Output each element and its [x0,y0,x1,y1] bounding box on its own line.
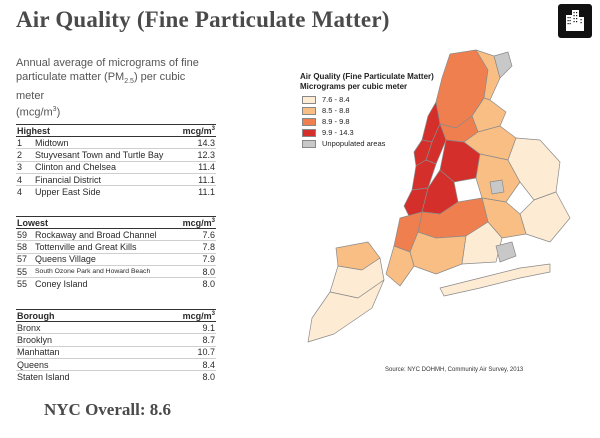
unpopulated-area [489,179,505,195]
legend-title: Air Quality (Fine Particulate Matter) [300,72,434,81]
table-row: 4 Financial District 11.1 [16,174,216,187]
table-row: 1 Midtown 14.3 [16,137,216,150]
legend-subtitle: Micrograms per cubic meter [300,82,408,91]
borough-unit: mcg/m3 [182,311,215,321]
page-title: Air Quality (Fine Particulate Matter) [16,7,390,32]
queens-east [507,137,561,201]
rockaway-region [439,263,551,297]
legend-item: Unpopulated areas [302,138,434,149]
unpopulated-area [493,51,513,79]
borough-table-header: Borough mcg/m3 [16,309,216,322]
table-row: Staten Island 8.0 [17,372,215,383]
table-row: 2 Stuyvesant Town and Turtle Bay 12.3 [16,149,216,162]
map-description: Annual average of micrograms of fine par… [16,56,216,120]
table-row: 57 Queens Village 7.9 [16,254,216,266]
brooklyn-southwest [385,245,415,287]
city-buildings-icon [558,4,592,38]
table-row: Manhattan 10.7 [16,347,216,359]
lowest-unit: mcg/m3 [182,218,215,228]
table-row: Bronx 9.1 [16,322,216,335]
lowest-table-header: Lowest mcg/m3 [16,216,216,229]
legend-item: 8.5 - 8.8 [302,105,434,116]
legend-swatch [302,95,316,104]
manhattan-midtown [411,159,437,191]
table-row: 4 Upper East Side 11.1 [17,187,215,198]
legend-swatch [302,106,316,115]
table-row: 59 Rockaway and Broad Channel 7.6 [16,229,216,242]
highest-unit: mcg/m3 [182,126,215,136]
queens-southeast [519,191,571,243]
table-row: Brooklyn 8.7 [16,334,216,347]
borough-table: Borough mcg/m3 Bronx 9.1 Brooklyn 8.7 Manh… [16,309,216,383]
borough-header-label: Borough [17,311,55,321]
description-line-2: particulate matter (PM2.5) per cubic met… [16,71,186,103]
nyc-overall-value: NYC Overall: 8.6 [44,400,172,419]
table-row: 55 Coney Island 8.0 [17,279,215,290]
unpopulated-area [495,241,517,263]
table-row: Queens 8.4 [16,359,216,372]
highest-table: Highest mcg/m3 1 Midtown 14.3 2 Stuyvesant … [16,124,216,198]
highest-header-label: Highest [17,126,51,136]
legend-swatch [302,117,316,126]
staten-island-south [307,279,385,343]
brooklyn-south [409,231,467,275]
legend-swatch [302,128,316,137]
legend-item: 7.6 - 8.4 [302,94,434,105]
legend-swatch [302,139,316,148]
legend-item: 9.9 - 14.3 [302,127,434,138]
lowest-header-label: Lowest [17,218,49,228]
source-note: Source: NYC DOHMH, Community Air Survey,… [385,367,524,373]
description-line-1: Annual average of micrograms of fine [16,57,199,69]
highest-table-header: Highest mcg/m3 [16,124,216,137]
lowest-table: Lowest mcg/m3 59 Rockaway and Broad Chann… [16,216,216,290]
table-row: 58 Tottenville and Great Kills 7.8 [16,241,216,254]
legend-item: 8.9 - 9.8 [302,116,434,127]
nyc-pm25-map [307,49,571,343]
table-row: 3 Clinton and Chelsea 11.4 [16,162,216,174]
map-legend: Air Quality (Fine Particulate Matter) Mi… [300,72,434,149]
table-row: 55 South Ozone Park and Howard Beach 8.0 [16,266,216,279]
description-line-3: (mcg/m3) [16,106,61,119]
